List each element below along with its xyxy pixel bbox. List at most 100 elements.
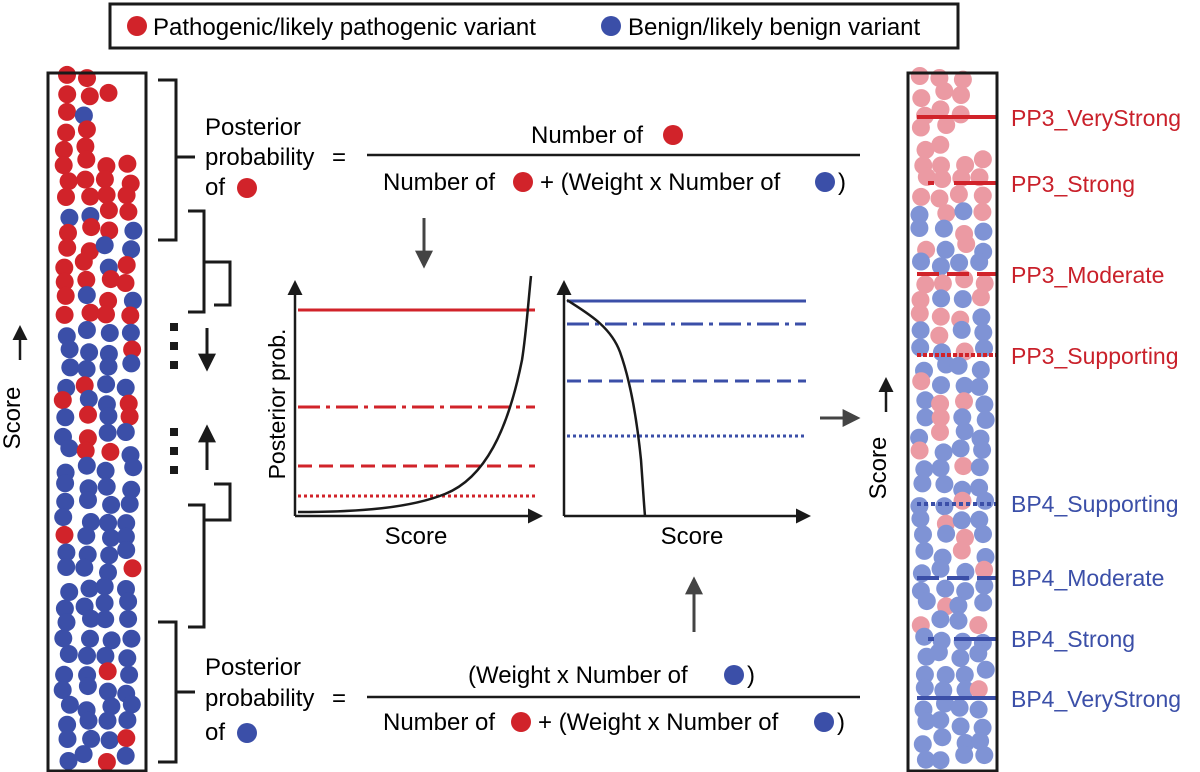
variant-dot: [97, 157, 116, 176]
variant-dot: [77, 120, 96, 139]
legend-box: [108, 2, 960, 50]
variant-dot: [931, 711, 950, 730]
variant-dot: [59, 172, 78, 191]
variant-dot: [117, 186, 136, 205]
pp3-moderate-label: PP3_Moderate: [1011, 262, 1164, 288]
variant-dot: [970, 458, 989, 477]
variant-dot: [913, 735, 932, 754]
variant-dot: [936, 666, 955, 684]
variant-dot: [931, 751, 950, 770]
variant-dot: [116, 378, 135, 397]
variant-dot: [116, 423, 135, 441]
variant-dot: [969, 616, 988, 635]
legend-pathogenic-label: Pathogenic/likely pathogenic variant: [153, 14, 536, 41]
variant-dot: [975, 339, 993, 358]
variant-dot: [96, 647, 115, 665]
variant-dot: [953, 290, 972, 309]
variant-dot: [119, 592, 138, 611]
variant-dot: [81, 629, 99, 648]
variant-dot: [936, 579, 955, 598]
variant-dot: [952, 511, 971, 530]
right-score-label: Score: [865, 437, 892, 500]
formula-top-denominator-c: ): [838, 169, 846, 196]
variant-dot: [60, 439, 79, 458]
formula-bottom-denominator-c: ): [837, 709, 845, 736]
variant-dot: [55, 258, 74, 277]
variant-dot: [950, 698, 969, 717]
pp3-strong-label: PP3_Strong: [1011, 171, 1135, 197]
formula-bottom-num-dot-icon: [724, 665, 744, 685]
variant-dot: [78, 646, 96, 665]
variant-dot: [74, 745, 93, 764]
variant-dot: [53, 681, 72, 699]
variant-dot: [955, 392, 973, 411]
variant-dot: [58, 715, 77, 734]
variant-dot: [931, 135, 950, 154]
variant-dot: [933, 170, 952, 188]
variant-dot: [937, 204, 956, 223]
variant-dot: [915, 627, 934, 646]
bracket-top-1: [158, 78, 178, 242]
variant-dot: [911, 321, 930, 340]
variant-dot: [99, 344, 118, 363]
variant-dot: [100, 731, 119, 750]
variant-dot: [53, 391, 72, 410]
variant-dot: [57, 558, 76, 576]
formula-top: Posterior probability = of Number of Num…: [205, 114, 860, 201]
variant-dot: [58, 102, 76, 121]
bp4-strong-label: BP4_Strong: [1011, 626, 1135, 652]
variant-dot: [59, 645, 78, 663]
variant-dot: [54, 156, 73, 175]
variant-dot: [59, 223, 77, 242]
variant-dot: [120, 665, 139, 684]
variant-dot: [932, 376, 950, 395]
variant-dot: [929, 643, 948, 662]
plot-left-curve: [297, 275, 533, 514]
variant-dot: [953, 491, 972, 510]
variant-dot: [931, 100, 950, 119]
variant-dot: [57, 188, 75, 206]
variant-dot: [953, 632, 972, 651]
variant-dot: [915, 678, 934, 697]
formula-top-den-blue-dot-icon: [815, 172, 835, 192]
variant-dot: [55, 599, 74, 618]
variant-dot: [951, 649, 970, 667]
variant-dot: [916, 140, 935, 159]
plot-left-xlabel: Score: [385, 523, 448, 550]
variant-dot: [76, 137, 95, 156]
variant-dot: [122, 354, 141, 373]
bracket-bottom-1: [158, 620, 178, 764]
variant-dot: [80, 579, 99, 598]
variant-dot: [975, 395, 994, 414]
left-score-label: Score: [0, 387, 26, 450]
variant-dot: [912, 187, 931, 206]
formula-top-equals: =: [332, 144, 346, 171]
variant-dot: [970, 510, 989, 529]
variant-dot: [933, 274, 952, 293]
variant-dot: [912, 372, 931, 391]
variant-dot: [931, 423, 949, 441]
variant-dot: [123, 559, 142, 578]
variant-dot: [99, 563, 117, 582]
variant-dot: [77, 286, 96, 305]
variant-dot: [935, 475, 954, 494]
variant-dot: [95, 170, 114, 189]
benign-dot-icon: [601, 16, 621, 36]
variant-dot: [972, 308, 991, 327]
variant-dot: [82, 218, 101, 237]
brackets: [158, 78, 232, 764]
variant-dot: [969, 700, 988, 719]
variant-dot: [951, 105, 970, 124]
variant-dot: [951, 717, 970, 736]
variant-dot: [931, 257, 950, 276]
plot-left-ylabel: Posterior prob.: [264, 329, 290, 480]
variant-dot: [79, 491, 97, 509]
variant-dot: [973, 150, 992, 169]
pp3-verystrong-label: PP3_VeryStrong: [1011, 105, 1181, 131]
variant-dot: [949, 611, 968, 630]
variant-dot: [54, 508, 73, 527]
variant-dot: [976, 660, 995, 679]
variant-dot: [973, 440, 992, 459]
variant-dot: [117, 256, 136, 274]
